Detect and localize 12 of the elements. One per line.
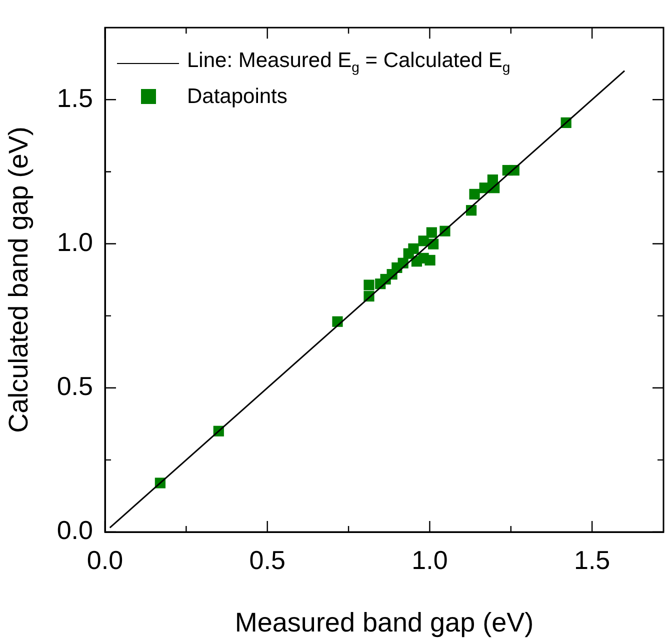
y-tick-label: 1.0 (56, 226, 93, 257)
x-tick-label: 0.5 (249, 544, 286, 575)
y-tick-label: 0.0 (56, 515, 93, 546)
y-axis-title: Calculated band gap (eV) (4, 126, 34, 433)
x-axis-title: Measured band gap (eV) (234, 607, 534, 638)
legend-label: Datapoints (187, 84, 288, 110)
y-tick-label: 0.5 (56, 371, 93, 402)
y-tick-label: 1.5 (56, 82, 93, 113)
x-tick-label: 1.5 (574, 544, 610, 575)
legend-label: Line: Measured E$_{g}$ = Calculated E$_{g}$ (187, 48, 510, 77)
x-tick-label: 1.0 (412, 544, 448, 575)
x-tick-label: 0.0 (86, 544, 124, 575)
